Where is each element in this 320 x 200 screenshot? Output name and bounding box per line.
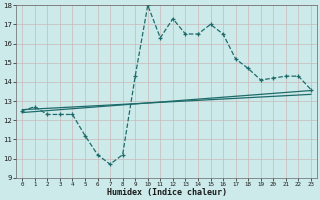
X-axis label: Humidex (Indice chaleur): Humidex (Indice chaleur) <box>107 188 227 197</box>
